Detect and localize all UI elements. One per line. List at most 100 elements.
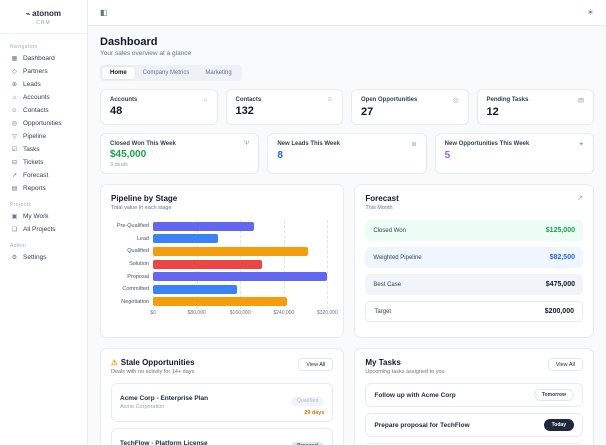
sidebar-nav: Navigation ▦ Dashboard ◇ Partners ⊕ Leads ⌂ Acco… <box>0 34 87 271</box>
chart-track <box>153 221 327 231</box>
week-card-closed-won-this-week: Closed Won This Week Ψ $45,000 3 deals <box>100 133 260 174</box>
sidebar-item-all-projects[interactable]: ❏ All Projects <box>8 224 79 235</box>
chart-track <box>153 234 327 244</box>
grid-line <box>283 220 285 309</box>
nav-section-label: Admin <box>10 243 27 249</box>
sidebar-item-opportunities[interactable]: ◎ Opportunities <box>8 118 79 129</box>
sidebar-item-tasks[interactable]: ☑ Tasks <box>8 144 79 155</box>
sidebar-item-label: Settings <box>23 254 47 261</box>
forecast-subtitle: This Month <box>365 205 393 211</box>
page-subtitle: Your sales overview at a glance <box>100 50 192 57</box>
task-item-prepare-proposal-for-techflow[interactable]: Prepare proposal for TechFlow Today <box>365 413 583 437</box>
all-projects-icon: ❏ <box>11 227 18 233</box>
sidebar-item-forecast[interactable]: ↗ Forecast <box>8 170 79 181</box>
sidebar-item-contacts[interactable]: ☺ Contacts <box>8 105 79 116</box>
stat-label: Pending Tasks <box>486 97 529 103</box>
stale-item-acme-corp-enterprise-plan[interactable]: Acme Corp - Enterprise Plan Acme Corporat… <box>111 383 334 422</box>
tab-company-metrics[interactable]: Company Metrics <box>135 67 198 79</box>
stat-value: 27 <box>361 106 374 118</box>
theme-toggle-icon[interactable]: ☀ <box>586 8 594 17</box>
chart-track <box>153 259 327 269</box>
forecast-icon: ↗ <box>11 173 18 179</box>
chart-row-negotiation: Negotiation <box>111 296 333 309</box>
forecast-value: $475,000 <box>545 281 575 288</box>
chart-row-committed: Committed <box>111 283 333 296</box>
stale-item-techflow-platform-license[interactable]: TechFlow - Platform LicenseTechFlow Solu… <box>111 428 334 445</box>
stat-label: Contacts <box>235 96 262 103</box>
opportunity-company: Acme Corporation <box>120 404 165 410</box>
sidebar-item-reports[interactable]: ▤ Reports <box>8 183 79 194</box>
task-title: Prepare proposal for TechFlow <box>374 421 470 429</box>
week-value: $45,000 <box>110 149 147 160</box>
tab-marketing[interactable]: Marketing <box>197 67 239 79</box>
forecast-row-weighted-pipeline: Weighted Pipeline $82,500 <box>365 247 583 268</box>
opportunity-title: TechFlow - Platform License <box>120 440 208 445</box>
sidebar-item-dashboard[interactable]: ▦ Dashboard <box>8 53 79 64</box>
week-label: New Opportunities This Week <box>444 141 530 147</box>
week-value: 5 <box>444 150 451 161</box>
building-icon: ⌂ <box>203 96 208 103</box>
chart-bar-qualified <box>153 246 309 256</box>
forecast-row-best-case: Best Case $475,000 <box>365 274 583 295</box>
chart-row-pre-qualified: Pre-Qualified <box>111 220 333 233</box>
stat-card-pending-tasks: Pending Tasks ▤ 12 <box>476 89 594 125</box>
chart-x-tick: $160,000 <box>229 310 251 317</box>
tasks-view-all-button[interactable]: View All <box>547 358 583 371</box>
chart-row-qualified: Qualified <box>111 245 333 258</box>
stat-label: Open Opportunities <box>361 97 418 103</box>
dashboard-tabs: Home Company Metrics Marketing <box>100 65 242 81</box>
partners-icon: ◇ <box>12 69 17 75</box>
main-area: ◧ ☀ Dashboard Your sales overview at a g… <box>88 0 606 445</box>
chart-category-label: Proposal <box>127 273 149 280</box>
forecast-title: Forecast <box>365 194 399 203</box>
pipeline-title: Pipeline by Stage <box>111 194 178 203</box>
trophy-icon: Ψ <box>243 140 250 147</box>
tickets-icon: ⊟ <box>11 160 18 166</box>
sidebar-item-leads[interactable]: ⊕ Leads <box>8 79 79 90</box>
chart-x-tick: $320,000 <box>316 310 338 317</box>
due-badge: Today <box>543 419 574 431</box>
contacts-icon: ☺ <box>11 107 18 114</box>
sidebar-item-label: Contacts <box>23 107 49 114</box>
clipboard-icon: ▤ <box>577 97 584 104</box>
stat-card-open-opportunities: Open Opportunities ◎ 27 <box>351 89 469 125</box>
chart-rows: Pre-Qualified Lead Qualified Solution Propos… <box>111 220 333 308</box>
sidebar-item-label: Opportunities <box>23 120 62 127</box>
sidebar-item-accounts[interactable]: ⌂ Accounts <box>8 92 79 103</box>
pipeline-chart: Pre-Qualified Lead Qualified Solution Propos… <box>111 220 338 320</box>
stat-value: 132 <box>235 105 254 117</box>
pipeline-subtitle: Total value in each stage <box>111 205 172 211</box>
target-icon: ◎ <box>452 97 459 104</box>
chart-category-label: Pre-Qualified <box>116 223 149 230</box>
stat-label: Accounts <box>110 96 138 103</box>
sidebar-item-pipeline[interactable]: ▽ Pipeline <box>8 131 79 142</box>
pipeline-panel: Pipeline by Stage Total value in each st… <box>100 184 345 338</box>
warning-icon: ⚠ <box>111 358 118 367</box>
sidebar-item-tickets[interactable]: ⊟ Tickets <box>8 157 79 168</box>
middle-panels: Pipeline by Stage Total value in each st… <box>100 184 594 338</box>
nav-section-label: Projects <box>10 202 32 208</box>
sidebar-item-label: Forecast <box>23 172 49 179</box>
stat-card-contacts: Contacts ☺ 132 <box>225 89 343 125</box>
chart-x-tick: $80,000 <box>187 310 206 317</box>
sidebar-item-my-work[interactable]: ▣ My Work <box>8 211 79 222</box>
panel-left-icon[interactable]: ◧ <box>100 8 108 17</box>
stale-view-all-button[interactable]: View All <box>298 358 334 371</box>
forecast-label: Target <box>374 308 392 315</box>
sidebar-item-label: Dashboard <box>23 55 55 62</box>
forecast-rows: Closed Won $125,000 Weighted Pipeline $82,5… <box>365 220 583 322</box>
chart-category-label: Negotiation <box>121 298 149 305</box>
week-sub: 3 deals <box>110 162 128 168</box>
leads-icon: ⊕ <box>11 82 18 88</box>
tab-home[interactable]: Home <box>102 67 135 79</box>
sidebar-item-partners[interactable]: ◇ Partners <box>8 66 79 77</box>
week-value: 8 <box>277 150 283 161</box>
sidebar-item-label: Tasks <box>23 146 40 153</box>
sparkles-icon: ✦ <box>578 141 584 148</box>
sidebar-item-label: My Work <box>23 213 49 220</box>
brand-name: atonom <box>32 9 62 18</box>
stale-title: Stale Opportunities <box>120 358 195 367</box>
sidebar-item-settings[interactable]: ⚙ Settings <box>8 252 79 263</box>
task-item-follow-up-with-acme-corp[interactable]: Follow up with Acme Corp Tomorrow <box>365 383 583 407</box>
week-label: Closed Won This Week <box>110 140 176 147</box>
